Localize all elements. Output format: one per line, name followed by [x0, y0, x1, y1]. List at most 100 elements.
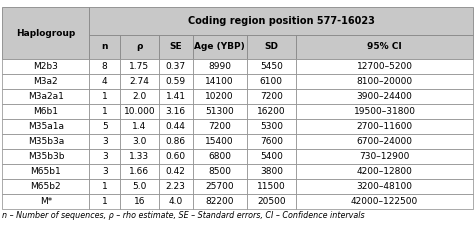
- Bar: [192, 74, 246, 89]
- Text: 25700: 25700: [205, 182, 234, 191]
- Text: ρ: ρ: [136, 42, 143, 51]
- Bar: [192, 104, 246, 119]
- Text: 7600: 7600: [260, 137, 283, 146]
- Bar: [246, 149, 296, 164]
- Text: 0.37: 0.37: [165, 62, 186, 71]
- Bar: [192, 179, 246, 194]
- Text: 8: 8: [102, 62, 108, 71]
- Text: 1: 1: [102, 107, 108, 116]
- Text: 1: 1: [102, 197, 108, 206]
- Text: 2.23: 2.23: [165, 182, 185, 191]
- Bar: [246, 194, 296, 209]
- Bar: [159, 134, 192, 149]
- Bar: [90, 74, 120, 89]
- Bar: [2, 59, 90, 74]
- Text: 10200: 10200: [205, 92, 234, 101]
- Text: 3200–48100: 3200–48100: [356, 182, 412, 191]
- Bar: [192, 119, 246, 134]
- Text: 5: 5: [102, 122, 108, 131]
- Bar: [159, 59, 192, 74]
- Text: Age (YBP): Age (YBP): [194, 42, 245, 51]
- Text: 7200: 7200: [260, 92, 283, 101]
- Text: 4: 4: [102, 77, 108, 86]
- Bar: [90, 134, 120, 149]
- Bar: [120, 74, 159, 89]
- Bar: [296, 119, 473, 134]
- Bar: [296, 35, 473, 59]
- Bar: [120, 164, 159, 179]
- Bar: [90, 194, 120, 209]
- Text: 3900–24400: 3900–24400: [356, 92, 412, 101]
- Bar: [120, 179, 159, 194]
- Text: 1.33: 1.33: [129, 152, 149, 161]
- Bar: [192, 35, 246, 59]
- Text: 5400: 5400: [260, 152, 283, 161]
- Text: Haplogroup: Haplogroup: [16, 29, 75, 37]
- Text: M3a2: M3a2: [34, 77, 58, 86]
- Text: 0.86: 0.86: [165, 137, 186, 146]
- Text: 16200: 16200: [257, 107, 286, 116]
- Bar: [2, 134, 90, 149]
- Text: 14100: 14100: [205, 77, 234, 86]
- Bar: [2, 194, 90, 209]
- Text: 4.0: 4.0: [168, 197, 182, 206]
- Bar: [120, 119, 159, 134]
- Text: 82200: 82200: [205, 197, 234, 206]
- Text: M*: M*: [40, 197, 52, 206]
- Text: 6700–24000: 6700–24000: [356, 137, 412, 146]
- Text: 730–12900: 730–12900: [359, 152, 410, 161]
- Bar: [2, 74, 90, 89]
- Text: 1: 1: [102, 182, 108, 191]
- Text: SD: SD: [264, 42, 278, 51]
- Text: 19500–31800: 19500–31800: [354, 107, 416, 116]
- Text: 5.0: 5.0: [132, 182, 146, 191]
- Text: 1.66: 1.66: [129, 167, 149, 176]
- Text: 10.000: 10.000: [124, 107, 155, 116]
- Text: 3800: 3800: [260, 167, 283, 176]
- Bar: [296, 179, 473, 194]
- Bar: [192, 149, 246, 164]
- Bar: [246, 179, 296, 194]
- Bar: [159, 194, 192, 209]
- Text: 51300: 51300: [205, 107, 234, 116]
- Bar: [192, 194, 246, 209]
- Text: 1.75: 1.75: [129, 62, 149, 71]
- Bar: [296, 104, 473, 119]
- Bar: [296, 149, 473, 164]
- Text: 8100–20000: 8100–20000: [356, 77, 413, 86]
- Bar: [246, 35, 296, 59]
- Bar: [246, 164, 296, 179]
- Bar: [90, 119, 120, 134]
- Text: n – Number of sequences, ρ – rho estimate, SE – Standard errors, CI – Confidence: n – Number of sequences, ρ – rho estimat…: [2, 211, 365, 220]
- Text: 11500: 11500: [257, 182, 286, 191]
- Bar: [120, 149, 159, 164]
- Bar: [192, 89, 246, 104]
- Text: 3: 3: [102, 167, 108, 176]
- Bar: [90, 164, 120, 179]
- Bar: [159, 164, 192, 179]
- Text: 16: 16: [134, 197, 145, 206]
- Bar: [159, 89, 192, 104]
- Bar: [120, 59, 159, 74]
- Text: 3.16: 3.16: [165, 107, 186, 116]
- Text: 1.41: 1.41: [165, 92, 186, 101]
- Bar: [2, 89, 90, 104]
- Text: 4200–12800: 4200–12800: [356, 167, 412, 176]
- Text: 0.44: 0.44: [165, 122, 185, 131]
- Bar: [246, 89, 296, 104]
- Text: Coding region position 577-16023: Coding region position 577-16023: [188, 16, 374, 26]
- Text: 2700–11600: 2700–11600: [356, 122, 413, 131]
- Text: M35b3b: M35b3b: [27, 152, 64, 161]
- Bar: [246, 134, 296, 149]
- Text: M2b3: M2b3: [34, 62, 58, 71]
- Text: M35a1a: M35a1a: [28, 122, 64, 131]
- Text: 6100: 6100: [260, 77, 283, 86]
- Bar: [159, 74, 192, 89]
- Text: 0.59: 0.59: [165, 77, 186, 86]
- Bar: [159, 119, 192, 134]
- Bar: [192, 59, 246, 74]
- Bar: [2, 119, 90, 134]
- Bar: [296, 164, 473, 179]
- Text: M3a2a1: M3a2a1: [28, 92, 64, 101]
- Bar: [192, 134, 246, 149]
